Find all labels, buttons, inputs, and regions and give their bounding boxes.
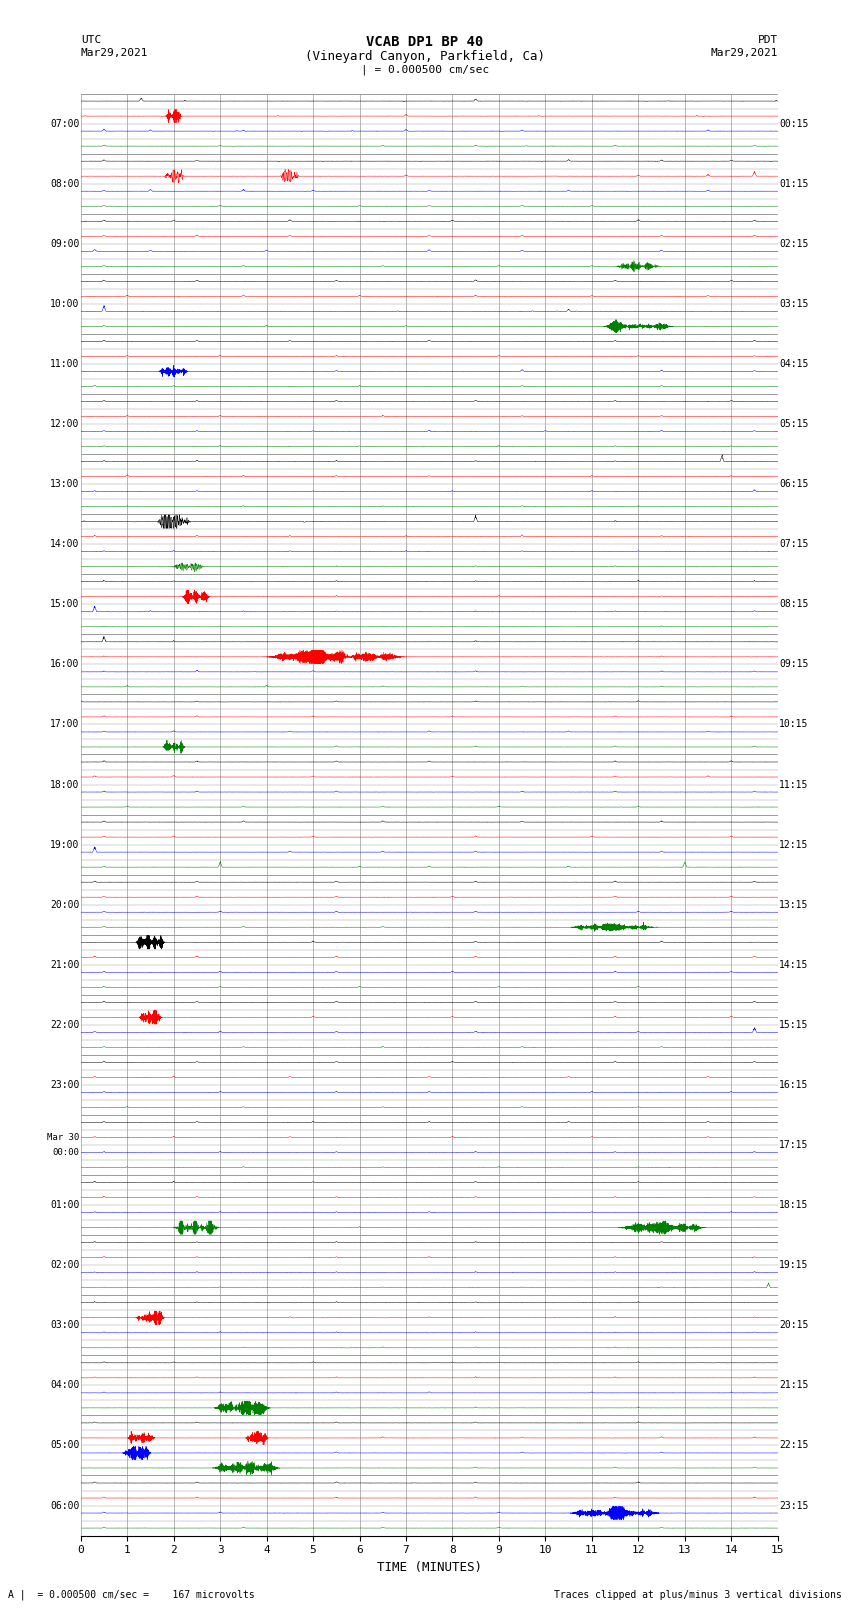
Text: 18:00: 18:00: [50, 779, 79, 789]
Text: 14:15: 14:15: [779, 960, 808, 969]
Text: 19:00: 19:00: [50, 840, 79, 850]
Text: (Vineyard Canyon, Parkfield, Ca): (Vineyard Canyon, Parkfield, Ca): [305, 50, 545, 63]
Text: 13:15: 13:15: [779, 900, 808, 910]
X-axis label: TIME (MINUTES): TIME (MINUTES): [377, 1561, 482, 1574]
Text: PDT: PDT: [757, 35, 778, 45]
Text: 04:15: 04:15: [779, 360, 808, 369]
Text: 16:00: 16:00: [50, 660, 79, 669]
Text: 22:00: 22:00: [50, 1019, 79, 1029]
Text: 23:15: 23:15: [779, 1500, 808, 1510]
Text: 06:00: 06:00: [50, 1500, 79, 1510]
Text: | = 0.000500 cm/sec: | = 0.000500 cm/sec: [361, 65, 489, 76]
Text: 01:00: 01:00: [50, 1200, 79, 1210]
Text: 09:15: 09:15: [779, 660, 808, 669]
Text: 08:15: 08:15: [779, 600, 808, 610]
Text: 17:15: 17:15: [779, 1140, 808, 1150]
Text: 01:15: 01:15: [779, 179, 808, 189]
Text: 02:00: 02:00: [50, 1260, 79, 1269]
Text: 15:15: 15:15: [779, 1019, 808, 1029]
Text: 03:00: 03:00: [50, 1321, 79, 1331]
Text: 10:00: 10:00: [50, 298, 79, 308]
Text: 11:15: 11:15: [779, 779, 808, 789]
Text: 05:15: 05:15: [779, 419, 808, 429]
Text: 07:15: 07:15: [779, 539, 808, 548]
Text: A |  = 0.000500 cm/sec =    167 microvolts: A | = 0.000500 cm/sec = 167 microvolts: [8, 1589, 255, 1600]
Text: 19:15: 19:15: [779, 1260, 808, 1269]
Text: Traces clipped at plus/minus 3 vertical divisions: Traces clipped at plus/minus 3 vertical …: [553, 1590, 842, 1600]
Text: 04:00: 04:00: [50, 1381, 79, 1390]
Text: 14:00: 14:00: [50, 539, 79, 548]
Text: 17:00: 17:00: [50, 719, 79, 729]
Text: 08:00: 08:00: [50, 179, 79, 189]
Text: Mar29,2021: Mar29,2021: [711, 48, 778, 58]
Text: 12:00: 12:00: [50, 419, 79, 429]
Text: 05:00: 05:00: [50, 1440, 79, 1450]
Text: 11:00: 11:00: [50, 360, 79, 369]
Text: 20:15: 20:15: [779, 1321, 808, 1331]
Text: 15:00: 15:00: [50, 600, 79, 610]
Text: 10:15: 10:15: [779, 719, 808, 729]
Text: 02:15: 02:15: [779, 239, 808, 248]
Text: 16:15: 16:15: [779, 1081, 808, 1090]
Text: Mar 30: Mar 30: [47, 1132, 79, 1142]
Text: 00:15: 00:15: [779, 119, 808, 129]
Text: 09:00: 09:00: [50, 239, 79, 248]
Text: 06:15: 06:15: [779, 479, 808, 489]
Text: 03:15: 03:15: [779, 298, 808, 308]
Text: 07:00: 07:00: [50, 119, 79, 129]
Text: 21:00: 21:00: [50, 960, 79, 969]
Text: 21:15: 21:15: [779, 1381, 808, 1390]
Text: Mar29,2021: Mar29,2021: [81, 48, 148, 58]
Text: 13:00: 13:00: [50, 479, 79, 489]
Text: 23:00: 23:00: [50, 1081, 79, 1090]
Text: UTC: UTC: [81, 35, 101, 45]
Text: 20:00: 20:00: [50, 900, 79, 910]
Text: VCAB DP1 BP 40: VCAB DP1 BP 40: [366, 35, 484, 50]
Text: 12:15: 12:15: [779, 840, 808, 850]
Text: 18:15: 18:15: [779, 1200, 808, 1210]
Text: 00:00: 00:00: [53, 1148, 79, 1157]
Text: 22:15: 22:15: [779, 1440, 808, 1450]
